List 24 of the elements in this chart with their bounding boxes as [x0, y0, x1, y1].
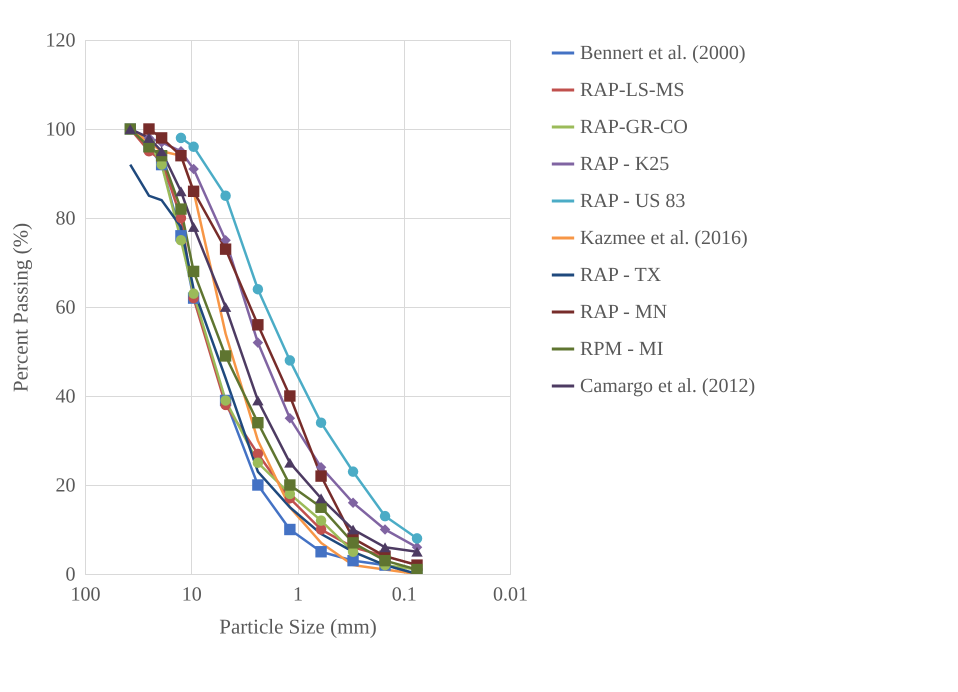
x-tick-label: 0.1: [392, 584, 417, 606]
y-tick-label: 120: [46, 30, 76, 52]
legend-label: RAP - K25: [580, 153, 670, 175]
y-tick-label: 20: [56, 474, 76, 496]
x-tick-label: 10: [182, 584, 202, 606]
legend-label: RAP-LS-MS: [580, 79, 684, 101]
y-axis-title: Percent Passing (%): [8, 222, 32, 392]
y-tick-label: 60: [56, 296, 76, 318]
legend-label: RAP - TX: [580, 264, 662, 286]
x-tick-label: 0.01: [493, 584, 528, 606]
x-tick-label: 100: [70, 584, 100, 606]
legend-label: RAP-GR-CO: [580, 116, 688, 138]
y-tick-label: 40: [56, 386, 76, 408]
x-tick-label: 1: [293, 584, 303, 606]
legend-label: Camargo et al. (2012): [580, 375, 756, 397]
y-tick-label: 0: [66, 564, 76, 586]
legend-label: RPM - MI: [580, 338, 664, 360]
legend-label: Bennert et al. (2000): [580, 42, 746, 64]
legend-label: RAP - US 83: [580, 190, 686, 212]
y-tick-label: 100: [46, 118, 76, 140]
x-axis-title: Particle Size (mm): [219, 614, 377, 638]
legend-label: Kazmee et al. (2016): [580, 227, 748, 249]
legend-label: RAP - MN: [580, 301, 668, 323]
y-tick-label: 80: [56, 208, 76, 230]
